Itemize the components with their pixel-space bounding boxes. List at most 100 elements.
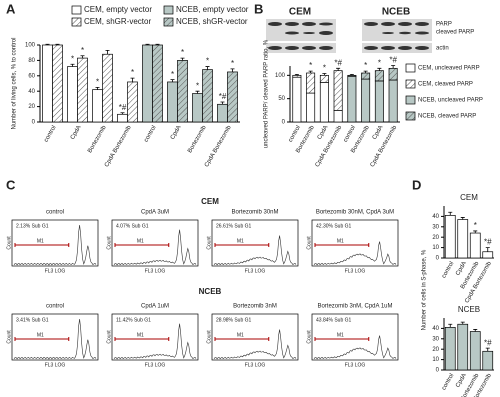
flow-frame bbox=[311, 219, 399, 267]
bar bbox=[469, 331, 481, 371]
flow-frame bbox=[111, 219, 199, 267]
y-tick-label: 0 bbox=[32, 120, 36, 126]
y-tick-label: 0 bbox=[436, 368, 440, 374]
panel-label: A bbox=[6, 1, 16, 16]
significance-mark: *# bbox=[119, 103, 127, 112]
gate-line bbox=[114, 243, 170, 247]
bar bbox=[67, 66, 78, 123]
flow-row-title: CEM bbox=[201, 197, 219, 206]
y-tick-label: 0 bbox=[436, 256, 440, 262]
bar bbox=[192, 93, 203, 123]
significance-mark: * bbox=[474, 221, 477, 230]
bar bbox=[482, 251, 494, 259]
gate-line bbox=[214, 337, 270, 341]
bar-segment bbox=[306, 72, 316, 94]
flow-panel-title: CpdA 3uM bbox=[141, 210, 169, 216]
error-bar bbox=[377, 67, 382, 71]
bar-segment bbox=[292, 74, 302, 78]
x-tick-label: CpdA Bortezomib bbox=[315, 124, 344, 168]
gate-percent: 3.41% Sub G1 bbox=[16, 317, 49, 323]
bar bbox=[117, 113, 128, 123]
significance-mark: * bbox=[196, 81, 199, 90]
y-tick-label: 40 bbox=[432, 214, 439, 220]
legend-label: NCEB, uncleaved PARP bbox=[418, 98, 483, 104]
bar bbox=[102, 53, 113, 123]
gate-line bbox=[114, 337, 170, 341]
flow-panel-title: Bortezomib 30nM, CpdA 3uM bbox=[316, 210, 394, 216]
gate-line bbox=[214, 243, 270, 247]
significance-mark: * bbox=[309, 61, 312, 70]
bar-segment bbox=[333, 109, 343, 123]
x-tick-label: CpdA bbox=[317, 125, 330, 141]
bar-segment bbox=[319, 74, 329, 83]
legend-swatch bbox=[405, 111, 416, 121]
significance-mark: * bbox=[96, 77, 99, 86]
error-bar bbox=[145, 43, 150, 45]
bar bbox=[444, 327, 456, 371]
error-bar bbox=[448, 211, 453, 216]
y-axis-label: uncleaved PARP/ cleaved PARP ratio, % bbox=[264, 39, 270, 148]
flow-frame bbox=[111, 313, 199, 361]
flow-frame bbox=[11, 219, 99, 267]
band-label: cleaved PARP bbox=[436, 30, 474, 36]
significance-mark: * bbox=[323, 64, 326, 73]
legend-swatch bbox=[163, 17, 174, 27]
flow-y-axis: Count bbox=[106, 236, 112, 250]
flow-frame bbox=[211, 313, 299, 361]
y-tick-label: 40 bbox=[432, 326, 439, 332]
flow-x-axis: FL3 LOG bbox=[45, 268, 66, 274]
bar-segment bbox=[347, 75, 357, 123]
bar bbox=[457, 323, 469, 371]
flow-histogram bbox=[113, 323, 197, 360]
flow-histogram bbox=[213, 235, 297, 266]
gate-line bbox=[14, 243, 70, 247]
error-bar bbox=[473, 230, 478, 234]
flow-panel-title: Bortezomib 30nM bbox=[231, 210, 278, 216]
legend-swatch bbox=[405, 95, 416, 105]
bar bbox=[52, 44, 63, 123]
legend-label: CEM, uncleaved PARP bbox=[418, 66, 480, 72]
gate-percent: 42.30% Sub G1 bbox=[316, 223, 352, 229]
legend-label: NCEB, shGR-vector bbox=[176, 17, 248, 26]
y-tick-label: 80 bbox=[28, 58, 35, 64]
x-tick-label: CpdA bbox=[70, 125, 83, 141]
flow-histogram bbox=[213, 329, 297, 360]
x-tick-label: control bbox=[288, 125, 302, 144]
gate-percent: 4.07% Sub G1 bbox=[116, 223, 149, 229]
gate-marker: M1 bbox=[337, 332, 344, 338]
gate-percent: 28.98% Sub G1 bbox=[216, 317, 252, 323]
flow-frame bbox=[311, 313, 399, 361]
error-bar bbox=[485, 347, 490, 352]
error-bar bbox=[230, 68, 235, 72]
y-tick-label: 20 bbox=[432, 235, 439, 241]
error-bar bbox=[105, 49, 110, 55]
blot-group: CEM bbox=[289, 7, 311, 18]
bar-segment bbox=[388, 67, 398, 81]
flow-x-axis: FL3 LOG bbox=[345, 268, 366, 274]
flow-x-axis: FL3 LOG bbox=[45, 362, 66, 368]
legend-swatch bbox=[405, 63, 416, 73]
significance-mark: *# bbox=[389, 56, 397, 65]
flow-y-axis: Count bbox=[6, 330, 12, 344]
legend-label: CEM, cleaved PARP bbox=[418, 82, 473, 88]
gate-line bbox=[14, 337, 70, 341]
flow-x-axis: FL3 LOG bbox=[245, 362, 266, 368]
bar bbox=[482, 350, 494, 371]
y-tick-label: 30 bbox=[432, 224, 439, 230]
bar-segment bbox=[388, 79, 398, 123]
significance-mark: * bbox=[364, 61, 367, 70]
y-axis-label: Number of living cells, % to control bbox=[12, 37, 18, 129]
bar-segment bbox=[374, 70, 384, 82]
bar-segment bbox=[361, 72, 371, 80]
error-bar bbox=[170, 79, 175, 82]
x-tick-label: Bortezomib bbox=[187, 124, 208, 154]
flow-frame bbox=[211, 219, 299, 267]
x-tick-label: control bbox=[343, 125, 357, 144]
gate-marker: M1 bbox=[237, 332, 244, 338]
gate-percent: 2.13% Sub G1 bbox=[16, 223, 49, 229]
bar bbox=[92, 89, 103, 123]
error-bar bbox=[55, 43, 60, 45]
x-tick-label: CpdA Bortezomib bbox=[204, 124, 233, 168]
significance-mark: * bbox=[231, 59, 234, 68]
